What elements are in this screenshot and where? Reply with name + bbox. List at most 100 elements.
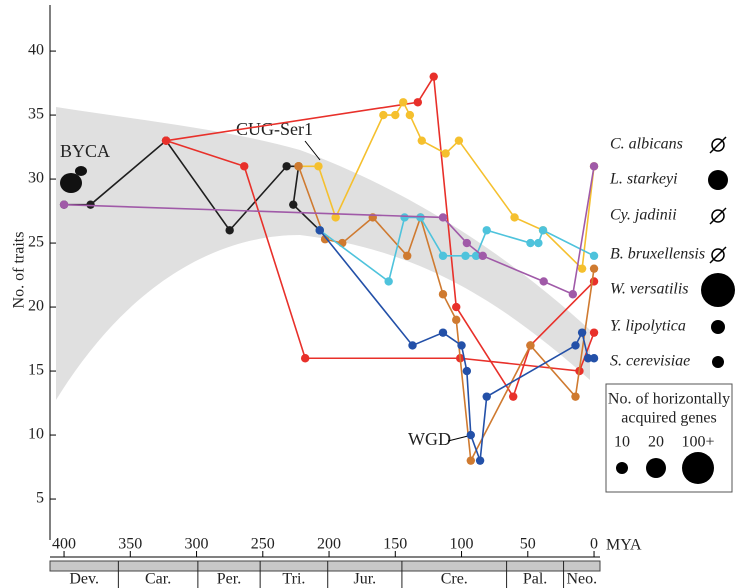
legend-species: S. cerevisiae: [610, 353, 690, 370]
series-line: [165, 139, 595, 372]
hgt-symbol: [711, 320, 725, 334]
data-point: [589, 251, 599, 261]
data-point: [571, 392, 580, 401]
data-point: [462, 366, 472, 376]
data-point: [534, 238, 543, 248]
legend-size-symbol: [646, 458, 666, 478]
period-label: Tri.: [282, 571, 305, 588]
period-label: Dev.: [69, 571, 99, 588]
data-point: [482, 226, 491, 235]
legend-size-label: 100+: [681, 434, 714, 451]
data-point: [400, 213, 409, 222]
hgt-none: [711, 209, 725, 223]
series-line: [319, 229, 595, 461]
data-point: [526, 341, 535, 350]
legend-species: W. versatilis: [610, 281, 689, 298]
data-point: [315, 226, 324, 235]
data-point: [338, 238, 347, 248]
hgt-symbol: [712, 356, 724, 368]
annotation-pointer: [304, 140, 321, 161]
legend-size-symbol: [616, 462, 628, 474]
hgt-none: [709, 246, 727, 264]
x-tick-label: 300: [185, 536, 209, 553]
data-point: [438, 328, 448, 337]
data-point: [466, 430, 476, 440]
data-point: [577, 264, 587, 273]
data-point: [438, 290, 448, 299]
data-point: [429, 72, 438, 81]
data-point: [589, 328, 599, 337]
legend-species: B. bruxellensis: [610, 246, 705, 263]
legend-species: L. starkeyi: [609, 171, 678, 188]
data-point: [583, 354, 593, 363]
data-point: [509, 392, 518, 401]
x-tick-label: 50: [520, 536, 536, 553]
data-point: [589, 162, 599, 171]
data-point: [510, 213, 519, 222]
data-point: [452, 315, 461, 325]
x-tick-label: 250: [251, 536, 275, 553]
data-point: [405, 110, 415, 120]
data-point: [482, 392, 491, 401]
data-point: [466, 456, 476, 465]
data-point: [391, 110, 400, 120]
data-point: [526, 238, 535, 248]
x-tick-label: 200: [317, 536, 341, 553]
data-point: [471, 251, 481, 261]
data-point: [452, 302, 461, 312]
confidence-band: [56, 107, 590, 400]
hgt-symbol: [701, 273, 735, 307]
annotation: BYCA: [60, 141, 110, 161]
data-point: [59, 200, 69, 209]
legend-title: acquired genes: [621, 410, 717, 427]
data-point: [461, 251, 470, 261]
data-point: [408, 341, 417, 350]
data-point: [403, 251, 412, 261]
annotation: CUG-Ser1: [236, 119, 313, 139]
legend-size-symbol: [682, 452, 714, 484]
y-tick-label: 40: [28, 42, 44, 59]
data-point: [417, 136, 426, 145]
data-point: [161, 136, 171, 145]
legend-title: No. of horizontally: [608, 391, 730, 408]
data-point: [282, 162, 291, 171]
hgt-none: [709, 207, 727, 225]
hgt-symbol: [708, 170, 728, 190]
period-label: Cre.: [441, 571, 468, 588]
data-point: [300, 354, 310, 363]
data-point: [331, 213, 340, 222]
data-point: [413, 98, 423, 107]
series-line: [64, 139, 321, 232]
period-label: Jur.: [353, 571, 376, 588]
legend-size-label: 20: [648, 434, 664, 451]
hgt-none: [711, 248, 725, 262]
data-point: [289, 200, 298, 209]
legend-species: Cy. jadinii: [610, 207, 677, 224]
data-point: [438, 251, 448, 261]
x-tick-label: 150: [383, 536, 407, 553]
data-point: [399, 98, 408, 107]
data-point: [478, 251, 487, 261]
legend-size-label: 10: [614, 434, 630, 451]
period-label: Pal.: [523, 571, 547, 588]
data-point: [462, 238, 472, 248]
data-point: [457, 341, 466, 350]
byca-icon: [60, 166, 87, 193]
data-point: [571, 341, 580, 350]
data-point: [538, 226, 548, 235]
data-point: [314, 162, 323, 171]
period-label: Per.: [217, 571, 241, 588]
y-tick-label: 10: [28, 426, 44, 443]
data-point: [441, 149, 450, 158]
y-tick-label: 20: [28, 298, 44, 315]
data-point: [320, 235, 330, 244]
hgt-none: [711, 138, 725, 152]
data-point: [589, 264, 599, 273]
x-axis-label: MYA: [606, 537, 642, 554]
data-point: [225, 226, 234, 235]
data-point: [539, 277, 548, 286]
x-tick-label: 100: [450, 536, 474, 553]
hgt-none: [709, 136, 727, 154]
x-tick-label: 0: [590, 536, 598, 553]
